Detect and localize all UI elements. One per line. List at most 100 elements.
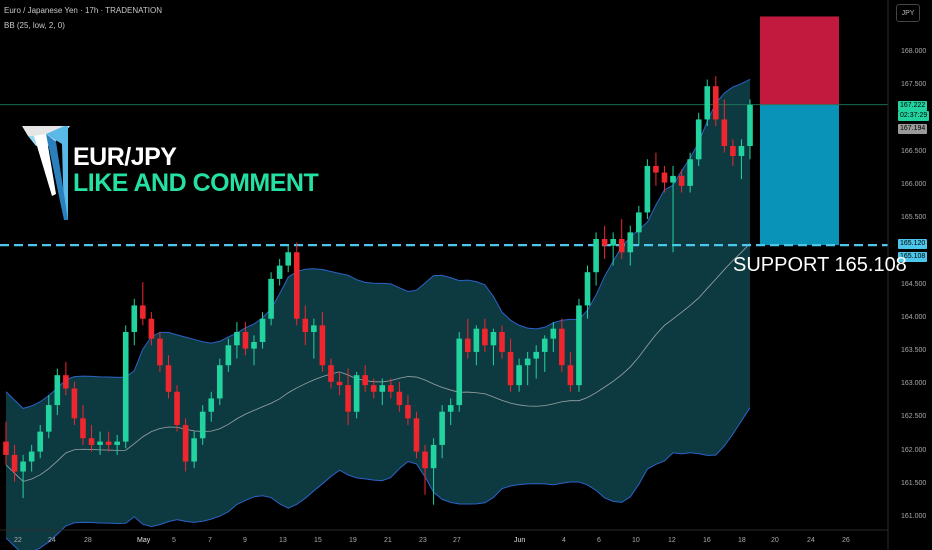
candle-body <box>251 341 257 349</box>
candle-body <box>738 146 745 156</box>
currency-button[interactable]: JPY <box>896 4 920 22</box>
candle-body <box>482 328 488 346</box>
candle-body <box>422 451 428 469</box>
time-tick-label: Jun <box>514 537 526 544</box>
candle-body <box>730 146 736 156</box>
bollinger-upper <box>5 78 751 409</box>
support-price-tag: 165.120 <box>898 239 928 249</box>
price-tick-label: 162.000 <box>901 446 927 454</box>
price-tick-label: 166.500 <box>901 147 927 155</box>
candle-body <box>234 332 240 346</box>
time-tick-label: 24 <box>48 537 56 544</box>
candle-body <box>644 165 651 213</box>
time-tick-label: 6 <box>597 537 601 544</box>
candle-body <box>464 338 471 352</box>
candle-body <box>328 365 334 382</box>
candle-body <box>370 385 377 392</box>
candle-body <box>28 451 35 462</box>
candle-body <box>490 332 497 346</box>
candle-body <box>37 431 44 452</box>
candle-body <box>174 391 180 425</box>
indicator-legend[interactable]: BB (25, low, 2, 0) <box>4 21 65 30</box>
candle-body <box>430 444 437 469</box>
time-tick-label: 21 <box>384 537 392 544</box>
candle-body <box>182 425 189 462</box>
candle-body <box>439 411 445 445</box>
time-tick-label: 9 <box>243 537 247 544</box>
candle-body <box>610 239 616 246</box>
time-tick-label: 16 <box>703 537 711 544</box>
candle-body <box>302 318 309 332</box>
candle-body <box>54 375 61 406</box>
bollinger-band-fill <box>6 79 750 550</box>
candle-body <box>105 441 112 445</box>
candle-body <box>208 398 215 412</box>
symbol-title: Euro / Japanese Yen · 17h · TRADENATION <box>4 6 163 15</box>
candle-body <box>721 119 728 146</box>
candle-body <box>550 328 557 339</box>
candle-body <box>148 318 155 339</box>
candle-body <box>225 345 232 366</box>
price-tick-label: 164.000 <box>901 313 927 321</box>
price-tick-label: 162.500 <box>901 413 927 421</box>
candle-body <box>268 278 274 319</box>
candle-body <box>661 172 668 183</box>
candle-body <box>63 375 69 389</box>
candle-body <box>114 441 120 445</box>
support-price-tag-2: 165.108 <box>898 252 928 262</box>
price-tick-label: 167.500 <box>901 81 927 89</box>
candle-body <box>285 252 292 266</box>
bollinger-lower <box>5 407 751 550</box>
candle-body <box>687 159 693 186</box>
candle-body <box>259 318 266 342</box>
candle-body <box>524 358 531 366</box>
candle-body <box>276 265 283 279</box>
candle-body <box>131 305 138 332</box>
candle-body <box>157 338 163 366</box>
candle-body <box>97 441 103 445</box>
candle-body <box>362 375 368 386</box>
candle-body <box>242 332 249 349</box>
candle-body <box>11 454 18 472</box>
candle-body <box>319 325 326 366</box>
candle-body <box>695 119 702 160</box>
candle-body <box>405 405 411 419</box>
candle-body <box>576 305 582 386</box>
candle-body <box>507 351 514 386</box>
candle-body <box>379 385 386 392</box>
time-tick-label: 15 <box>314 537 322 544</box>
candle-body <box>747 104 753 146</box>
candle-body <box>3 441 9 455</box>
candle-body <box>311 325 317 332</box>
candle-body <box>678 175 685 186</box>
candle-body <box>516 365 522 386</box>
candle-body <box>191 438 197 462</box>
stop-loss-zone <box>760 16 839 105</box>
candle-body <box>456 338 463 406</box>
candle-body <box>88 438 95 445</box>
take-profit-zone <box>760 104 839 246</box>
candle-body <box>353 375 360 412</box>
candle-body <box>473 328 480 352</box>
time-tick-label: 19 <box>349 537 357 544</box>
time-tick-label: 22 <box>14 537 22 544</box>
candle-body <box>636 212 642 233</box>
candle-body <box>336 381 343 386</box>
support-label: SUPPORT 165.108 <box>733 254 907 276</box>
price-tick-label: 161.500 <box>901 479 927 487</box>
candle-body <box>627 232 634 253</box>
bollinger-basis <box>5 243 751 482</box>
time-tick-label: 20 <box>771 537 779 544</box>
price-tick-label: 163.500 <box>901 346 927 354</box>
candle-body <box>80 418 86 439</box>
candle-body <box>704 86 711 120</box>
candle-body <box>584 272 591 306</box>
candle-body <box>567 365 574 386</box>
candle-body <box>71 388 78 419</box>
bid-price-tag: 167.194 <box>898 124 928 134</box>
time-tick-label: 12 <box>668 537 676 544</box>
brand-logo <box>22 126 70 220</box>
candle-body <box>199 411 206 439</box>
